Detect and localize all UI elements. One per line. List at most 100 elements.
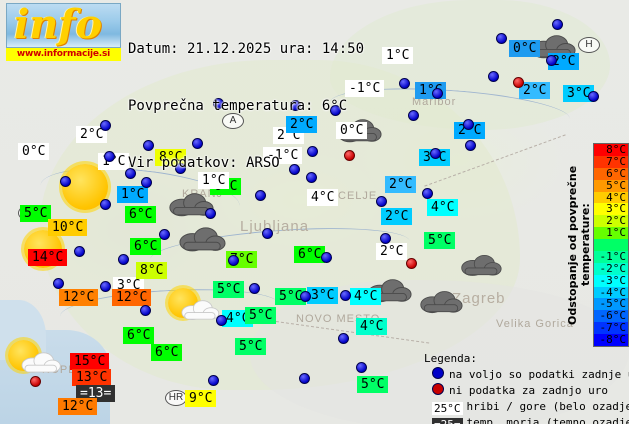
station-dot-nodata[interactable] — [30, 376, 41, 387]
station-dot-available[interactable] — [249, 283, 260, 294]
scale-step — [594, 239, 628, 251]
station-dot-available[interactable] — [205, 208, 216, 219]
station-dot-available[interactable] — [104, 151, 115, 162]
station-dot-available[interactable] — [496, 33, 507, 44]
station-dot-available[interactable] — [216, 315, 227, 326]
legend-title: Legenda: — [424, 352, 477, 365]
legend-dot-icon — [432, 383, 444, 395]
station-dot-nodata[interactable] — [406, 258, 417, 269]
station-dot-available[interactable] — [321, 252, 332, 263]
legend-item: na voljo so podatki zadnje ure — [432, 367, 629, 382]
station-dot-available[interactable] — [552, 19, 563, 30]
temperature-label: 5°C — [245, 307, 277, 324]
scale-color-bar: 8°C 7°C 6°C 5°C 4°C 3°C 2°C 1°C -1°C -2°C -3°C -4°C… — [593, 143, 629, 347]
station-dot-available[interactable] — [300, 291, 311, 302]
map-place-label: Maribor — [412, 96, 457, 108]
station-dot-available[interactable] — [60, 176, 71, 187]
scale-step: -3°C — [594, 274, 628, 287]
scale-title: Odstopanje od povprečne temperature: — [566, 165, 592, 325]
station-dot-available[interactable] — [338, 333, 349, 344]
station-dot-available[interactable] — [356, 362, 367, 373]
station-dot-available[interactable] — [588, 91, 599, 102]
station-dot-available[interactable] — [289, 164, 300, 175]
station-dot-available[interactable] — [255, 190, 266, 201]
station-dot-available[interactable] — [306, 172, 317, 183]
scale-step: -7°C — [594, 322, 628, 334]
station-dot-available[interactable] — [546, 55, 557, 66]
station-dot-available[interactable] — [488, 71, 499, 82]
station-dot-available[interactable] — [463, 119, 474, 130]
scale-step: -5°C — [594, 298, 628, 311]
temperature-label: 2°C — [376, 243, 408, 260]
station-dot-available[interactable] — [262, 228, 273, 239]
station-dot-available[interactable] — [141, 177, 152, 188]
map-place-label: CELJE — [338, 190, 378, 202]
temperature-label: 0°C — [509, 40, 541, 57]
temperature-label: 0°C — [336, 122, 368, 139]
temperature-label: 2°C — [385, 176, 417, 193]
station-dot-available[interactable] — [159, 229, 170, 240]
station-dot-available[interactable] — [430, 148, 441, 159]
temperature-label: 4°C — [356, 318, 388, 335]
station-dot-available[interactable] — [213, 98, 224, 109]
legend-swatch: 25°C — [432, 402, 463, 415]
temperature-label: 12°C — [59, 289, 99, 306]
temperature-label: 5°C — [20, 205, 52, 222]
scale-step: -1°C — [594, 250, 628, 263]
temperature-label: -1°C — [263, 147, 303, 164]
station-dot-available[interactable] — [330, 105, 341, 116]
map-place-label: Zagreb — [452, 290, 506, 307]
station-dot-available[interactable] — [192, 138, 203, 149]
temperature-label: 2°C — [519, 82, 551, 99]
temperature-label: 13°C — [72, 369, 112, 386]
station-dot-nodata[interactable] — [344, 150, 355, 161]
header-data-source: Vir podatkov: ARSO — [128, 155, 280, 171]
station-dot-available[interactable] — [290, 100, 301, 111]
station-dot-available[interactable] — [380, 233, 391, 244]
logo-wordmark: info — [14, 1, 103, 48]
scale-step: 6°C — [594, 167, 628, 180]
station-dot-available[interactable] — [208, 375, 219, 386]
station-dot-available[interactable] — [53, 278, 64, 289]
site-logo[interactable]: info www.informacije.si — [6, 3, 121, 61]
station-dot-available[interactable] — [299, 373, 310, 384]
scale-step: 4°C — [594, 191, 628, 204]
cloud-icon — [460, 252, 502, 278]
temperature-label: 8°C — [136, 262, 168, 279]
station-dot-available[interactable] — [100, 199, 111, 210]
scale-step: 1°C — [594, 227, 628, 239]
station-dot-available[interactable] — [100, 281, 111, 292]
temperature-label: 6°C — [125, 206, 157, 223]
station-dot-nodata[interactable] — [513, 77, 524, 88]
station-dot-available[interactable] — [422, 188, 433, 199]
station-dot-available[interactable] — [399, 78, 410, 89]
station-dot-available[interactable] — [465, 140, 476, 151]
legend-item: ni podatka za zadnjo uro — [432, 383, 608, 398]
station-dot-available[interactable] — [175, 163, 186, 174]
legend-item-label: temp. morja (temno ozadje) — [466, 416, 629, 424]
station-dot-available[interactable] — [100, 120, 111, 131]
temperature-label: 6°C — [130, 238, 162, 255]
station-dot-available[interactable] — [118, 254, 129, 265]
station-dot-available[interactable] — [228, 255, 239, 266]
logo-url: www.informacije.si — [6, 48, 121, 61]
legend: Legenda: na voljo so podatki zadnje ure n… — [424, 352, 629, 424]
temperature-label: 5°C — [357, 376, 389, 393]
station-dot-available[interactable] — [74, 246, 85, 257]
station-dot-available[interactable] — [340, 290, 351, 301]
station-dot-available[interactable] — [143, 140, 154, 151]
temperature-label: 5°C — [235, 338, 267, 355]
temperature-label: 1°C — [382, 47, 414, 64]
station-dot-available[interactable] — [125, 168, 136, 179]
station-dot-available[interactable] — [140, 305, 151, 316]
station-dot-available[interactable] — [408, 110, 419, 121]
legend-dot-icon — [432, 367, 444, 379]
country-badge-hr: HR — [165, 390, 187, 406]
station-dot-available[interactable] — [307, 146, 318, 157]
station-dot-available[interactable] — [432, 88, 443, 99]
station-dot-available[interactable] — [376, 196, 387, 207]
temperature-label: 4°C — [350, 288, 382, 305]
temperature-label: 2°C — [286, 116, 318, 133]
temperature-label: 5°C — [213, 281, 245, 298]
temperature-label: 10°C — [48, 219, 88, 236]
